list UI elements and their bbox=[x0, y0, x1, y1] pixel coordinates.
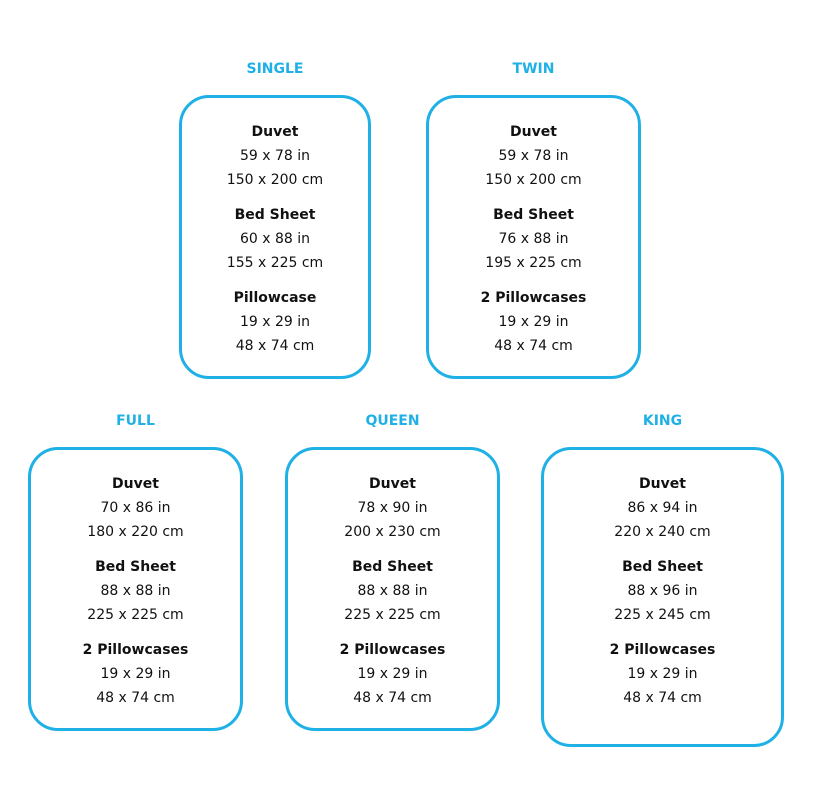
item-label: Duvet bbox=[112, 476, 159, 492]
item-inches: 88 x 96 in bbox=[627, 583, 698, 599]
item-group: 2 Pillowcases 19 x 29 in 48 x 74 cm bbox=[429, 286, 638, 358]
item-cm: 48 x 74 cm bbox=[235, 338, 315, 354]
item-group: Duvet 86 x 94 in 220 x 240 cm bbox=[544, 472, 781, 544]
size-card-king: KING Duvet 86 x 94 in 220 x 240 cm Bed S… bbox=[541, 413, 784, 747]
item-inches: 78 x 90 in bbox=[357, 500, 428, 516]
item-cm: 180 x 220 cm bbox=[87, 524, 184, 540]
item-cm: 225 x 225 cm bbox=[344, 607, 441, 623]
item-group: Duvet 59 x 78 in 150 x 200 cm bbox=[182, 120, 368, 192]
item-group: 2 Pillowcases 19 x 29 in 48 x 74 cm bbox=[31, 638, 240, 710]
size-card-twin: TWIN Duvet 59 x 78 in 150 x 200 cm Bed S… bbox=[426, 61, 641, 379]
item-group: Bed Sheet 88 x 88 in 225 x 225 cm bbox=[288, 555, 497, 627]
item-inches: 19 x 29 in bbox=[627, 666, 698, 682]
item-cm: 48 x 74 cm bbox=[353, 690, 432, 706]
item-label: Pillowcase bbox=[233, 290, 317, 306]
item-cm: 150 x 200 cm bbox=[226, 172, 324, 188]
size-title: FULL bbox=[116, 413, 155, 429]
size-card-single: SINGLE Duvet 59 x 78 in 150 x 200 cm Bed… bbox=[179, 61, 371, 379]
size-box: Duvet 70 x 86 in 180 x 220 cm Bed Sheet … bbox=[28, 447, 243, 731]
item-group: Duvet 70 x 86 in 180 x 220 cm bbox=[31, 472, 240, 544]
item-inches: 59 x 78 in bbox=[498, 148, 569, 164]
item-cm: 48 x 74 cm bbox=[494, 338, 573, 354]
item-inches: 60 x 88 in bbox=[239, 231, 311, 247]
item-label: 2 Pillowcases bbox=[480, 290, 587, 306]
item-cm: 48 x 74 cm bbox=[623, 690, 702, 706]
item-cm: 155 x 225 cm bbox=[226, 255, 324, 271]
size-box: Duvet 59 x 78 in 150 x 200 cm Bed Sheet … bbox=[179, 95, 371, 379]
item-inches: 19 x 29 in bbox=[498, 314, 569, 330]
item-cm: 48 x 74 cm bbox=[96, 690, 175, 706]
size-card-full: FULL Duvet 70 x 86 in 180 x 220 cm Bed S… bbox=[28, 413, 243, 731]
item-inches: 19 x 29 in bbox=[357, 666, 428, 682]
size-title: QUEEN bbox=[365, 413, 420, 429]
item-label: 2 Pillowcases bbox=[339, 642, 446, 658]
item-label: Duvet bbox=[510, 124, 557, 140]
item-cm: 225 x 245 cm bbox=[614, 607, 711, 623]
size-title: TWIN bbox=[512, 61, 555, 77]
item-inches: 76 x 88 in bbox=[498, 231, 569, 247]
item-label: Duvet bbox=[251, 124, 299, 140]
item-inches: 59 x 78 in bbox=[239, 148, 311, 164]
item-label: Duvet bbox=[369, 476, 416, 492]
item-group: Bed Sheet 88 x 88 in 225 x 225 cm bbox=[31, 555, 240, 627]
item-cm: 200 x 230 cm bbox=[344, 524, 441, 540]
item-group: 2 Pillowcases 19 x 29 in 48 x 74 cm bbox=[544, 638, 781, 710]
item-label: Duvet bbox=[639, 476, 686, 492]
item-group: Bed Sheet 88 x 96 in 225 x 245 cm bbox=[544, 555, 781, 627]
item-inches: 19 x 29 in bbox=[100, 666, 171, 682]
size-box: Duvet 86 x 94 in 220 x 240 cm Bed Sheet … bbox=[541, 447, 784, 747]
item-label: 2 Pillowcases bbox=[82, 642, 189, 658]
item-group: Pillowcase 19 x 29 in 48 x 74 cm bbox=[182, 286, 368, 358]
item-cm: 195 x 225 cm bbox=[485, 255, 582, 271]
item-label: Bed Sheet bbox=[95, 559, 176, 575]
item-label: Bed Sheet bbox=[352, 559, 433, 575]
item-label: Bed Sheet bbox=[234, 207, 316, 223]
item-group: Duvet 78 x 90 in 200 x 230 cm bbox=[288, 472, 497, 544]
item-cm: 150 x 200 cm bbox=[485, 172, 582, 188]
item-label: Bed Sheet bbox=[493, 207, 574, 223]
item-cm: 225 x 225 cm bbox=[87, 607, 184, 623]
item-cm: 220 x 240 cm bbox=[614, 524, 711, 540]
item-group: Bed Sheet 76 x 88 in 195 x 225 cm bbox=[429, 203, 638, 275]
item-inches: 88 x 88 in bbox=[357, 583, 428, 599]
size-box: Duvet 78 x 90 in 200 x 230 cm Bed Sheet … bbox=[285, 447, 500, 731]
item-label: 2 Pillowcases bbox=[609, 642, 716, 658]
item-inches: 86 x 94 in bbox=[627, 500, 698, 516]
size-box: Duvet 59 x 78 in 150 x 200 cm Bed Sheet … bbox=[426, 95, 641, 379]
item-group: Bed Sheet 60 x 88 in 155 x 225 cm bbox=[182, 203, 368, 275]
item-group: 2 Pillowcases 19 x 29 in 48 x 74 cm bbox=[288, 638, 497, 710]
item-inches: 70 x 86 in bbox=[100, 500, 171, 516]
size-card-queen: QUEEN Duvet 78 x 90 in 200 x 230 cm Bed … bbox=[285, 413, 500, 731]
size-title: KING bbox=[642, 413, 683, 429]
item-inches: 19 x 29 in bbox=[239, 314, 311, 330]
item-group: Duvet 59 x 78 in 150 x 200 cm bbox=[429, 120, 638, 192]
size-title: SINGLE bbox=[246, 61, 304, 77]
item-inches: 88 x 88 in bbox=[100, 583, 171, 599]
item-label: Bed Sheet bbox=[622, 559, 703, 575]
